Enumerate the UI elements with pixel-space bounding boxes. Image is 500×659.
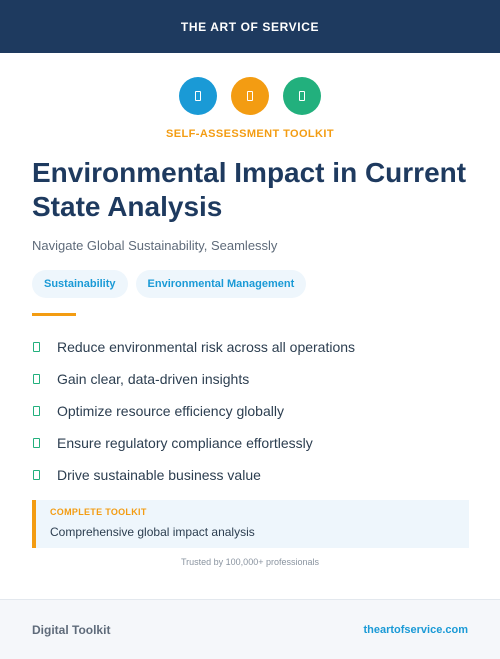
callout-label: COMPLETE TOOLKIT (50, 507, 147, 517)
footer: Digital Toolkit theartofservice.com (0, 599, 500, 659)
subtitle: Navigate Global Sustainability, Seamless… (32, 238, 278, 253)
list-item: Gain clear, data-driven insights (32, 363, 472, 395)
website-link[interactable]: theartofservice.com (363, 623, 468, 636)
tag-list: Sustainability Environmental Management (32, 270, 307, 298)
tag-environmental-management[interactable]: Environmental Management (135, 270, 307, 298)
toolkit-kicker: SELF-ASSESSMENT TOOLKIT (166, 128, 334, 140)
benefit-text: Gain clear, data-driven insights (57, 371, 250, 387)
document-icon (179, 77, 217, 115)
benefit-text: Ensure regulatory compliance effortlessl… (57, 435, 313, 451)
check-icon (33, 342, 40, 352)
toolkit-callout: COMPLETE TOOLKIT Comprehensive global im… (32, 500, 469, 548)
header-bar: THE ART OF SERVICE (0, 0, 500, 53)
check-icon (33, 438, 40, 448)
list-item: Optimize resource efficiency globally (32, 395, 472, 427)
list-item: Ensure regulatory compliance effortlessl… (32, 427, 472, 459)
footer-label: Digital Toolkit (32, 622, 111, 637)
benefit-text: Reduce environmental risk across all ope… (57, 339, 356, 355)
document-icon (283, 77, 321, 115)
check-icon (33, 374, 40, 384)
accent-divider (32, 313, 76, 316)
trust-note: Trusted by 100,000+ professionals (180, 557, 319, 567)
benefit-list: Reduce environmental risk across all ope… (32, 331, 472, 491)
brand-name: THE ART OF SERVICE (180, 19, 320, 34)
check-icon (33, 470, 40, 480)
list-item: Drive sustainable business value (32, 459, 472, 491)
page-title: Environmental Impact in Current State An… (32, 157, 467, 222)
list-item: Reduce environmental risk across all ope… (32, 331, 472, 363)
document-icon (231, 77, 269, 115)
benefit-text: Optimize resource efficiency globally (57, 403, 284, 419)
check-icon (33, 406, 40, 416)
tag-sustainability[interactable]: Sustainability (32, 270, 128, 298)
benefit-text: Drive sustainable business value (57, 467, 261, 483)
icon-row (0, 77, 500, 115)
callout-text: Comprehensive global impact analysis (50, 525, 255, 539)
